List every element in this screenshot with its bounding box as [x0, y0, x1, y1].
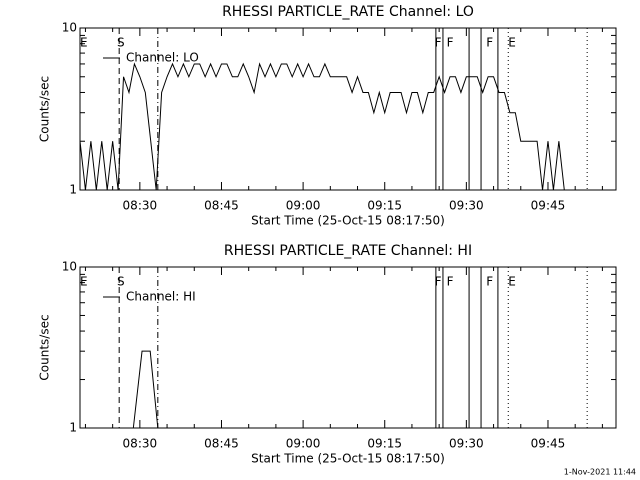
flag-label: E [80, 275, 88, 289]
x-tick-label: 08:30 [123, 199, 158, 213]
flag-label: S [117, 36, 125, 50]
x-tick-label: 09:30 [449, 437, 484, 451]
y-tick-label: 1 [69, 183, 77, 197]
flag-label: F [447, 275, 454, 289]
plot-frame [79, 266, 617, 429]
flag-label: F [435, 36, 442, 50]
x-tick-label: 08:45 [204, 199, 239, 213]
data-line [79, 62, 576, 191]
flag-label: E [508, 275, 516, 289]
x-tick-label: 09:15 [367, 199, 402, 213]
y-axis-label: Counts/sec [38, 314, 52, 380]
x-tick-label: 09:00 [286, 437, 321, 451]
flag-label: F [486, 36, 493, 50]
y-axis-label: Counts/sec [38, 76, 52, 142]
y-tick-label: 1 [69, 421, 77, 435]
x-axis-label: Start Time (25-Oct-15 08:17:50) [251, 452, 445, 466]
legend-label: Channel: LO [126, 51, 199, 65]
footer-timestamp: 1-Nov-2021 11:44 [564, 468, 636, 477]
flag-label: F [435, 275, 442, 289]
legend-label: Channel: HI [126, 290, 196, 304]
chart-title: RHESSI PARTICLE_RATE Channel: HI [224, 243, 472, 259]
y-tick-label: 10 [62, 260, 77, 274]
x-tick-label: 09:45 [531, 437, 566, 451]
x-tick-label: 08:30 [123, 437, 158, 451]
x-tick-label: 08:45 [204, 437, 239, 451]
x-tick-label: 09:45 [531, 199, 566, 213]
plot-frame [79, 27, 617, 191]
y-tick-label: 10 [62, 21, 77, 35]
x-tick-label: 09:15 [367, 437, 402, 451]
x-tick-label: 09:30 [449, 199, 484, 213]
data-line [132, 350, 159, 429]
x-axis-label: Start Time (25-Oct-15 08:17:50) [251, 214, 445, 228]
flag-label: E [508, 36, 516, 50]
flag-label: F [447, 36, 454, 50]
flag-label: E [80, 36, 88, 50]
flag-label: F [486, 275, 493, 289]
chart-title: RHESSI PARTICLE_RATE Channel: LO [222, 4, 474, 20]
flag-label: S [117, 275, 125, 289]
x-tick-label: 09:00 [286, 199, 321, 213]
